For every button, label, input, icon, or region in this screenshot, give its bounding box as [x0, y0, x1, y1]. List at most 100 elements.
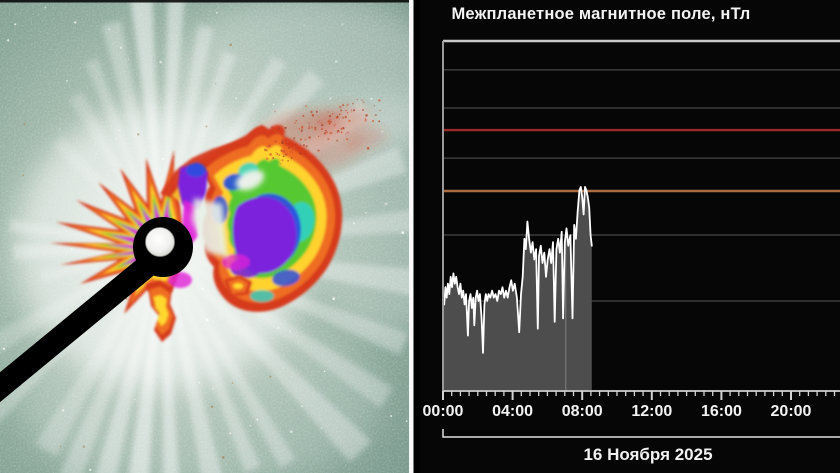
- star-dot: [14, 23, 17, 26]
- star-dot: [365, 212, 367, 214]
- dust-dot: [346, 131, 349, 134]
- dust-dot: [346, 112, 349, 114]
- dust-dot: [289, 150, 292, 153]
- dust-dot: [310, 112, 312, 114]
- x-tick-label: 00:00: [423, 403, 464, 420]
- panel-divider: [413, 0, 420, 473]
- star-dot: [332, 297, 335, 301]
- dust-dot: [331, 113, 334, 115]
- dust-dot: [281, 159, 284, 162]
- star-dot: [133, 398, 136, 401]
- dust-dot: [329, 120, 332, 123]
- star-dot: [235, 97, 238, 100]
- date-label: 16 Ноября 2025: [583, 445, 712, 464]
- star-dot: [277, 326, 280, 330]
- star-dot: [115, 137, 117, 140]
- dust-dot: [308, 122, 310, 124]
- dust-dot: [301, 126, 304, 129]
- imf-area-fill: [443, 186, 592, 391]
- dust-dot: [356, 98, 358, 101]
- cme-lower-flame: [146, 275, 252, 342]
- image-top-edge: [0, 0, 409, 3]
- star-dot: [161, 157, 165, 161]
- dust-dot: [327, 120, 330, 123]
- dust-dot: [345, 115, 347, 117]
- star-dot: [58, 128, 61, 130]
- dust-dot: [378, 120, 381, 123]
- imf-chart-panel: Межпланетное магнитное поле, нТл 00:00 04…: [420, 0, 840, 473]
- dust-dot: [338, 105, 342, 109]
- speck-dot: [205, 125, 208, 128]
- dust-dot: [328, 118, 331, 121]
- dust-dot: [366, 146, 370, 150]
- dust-dot: [295, 119, 298, 122]
- dust-dot: [318, 120, 320, 122]
- star-dot: [95, 153, 98, 155]
- dust-dot: [328, 122, 331, 125]
- dust-dot: [271, 126, 273, 128]
- speck-dot: [231, 382, 234, 384]
- cme-background-gaps: [192, 169, 265, 258]
- star-dot: [65, 308, 68, 311]
- dust-dot: [302, 144, 306, 147]
- dust-dot: [281, 141, 284, 144]
- dust-dot: [339, 131, 341, 133]
- dust-dot: [282, 155, 285, 158]
- star-dot: [401, 231, 404, 234]
- dust-dot: [328, 115, 332, 118]
- chart-title: Межпланетное магнитное поле, нТл: [451, 5, 751, 23]
- star-dot: [70, 248, 73, 250]
- dust-dot: [302, 114, 305, 118]
- star-dot: [303, 24, 305, 26]
- dust-dot: [300, 129, 304, 132]
- dust-dot: [287, 159, 289, 162]
- x-tick-label: 08:00: [562, 403, 603, 420]
- dust-dot: [280, 163, 282, 165]
- coronagraph-image: [0, 0, 420, 473]
- dust-dot: [296, 149, 299, 151]
- dust-dot: [337, 129, 340, 132]
- dust-dot: [320, 128, 323, 131]
- dust-dot: [338, 113, 341, 116]
- dust-dot: [373, 105, 375, 107]
- dust-dot: [350, 109, 353, 111]
- sun-size-marker: [145, 227, 175, 257]
- date-bracket: [442, 429, 840, 438]
- dust-dot: [293, 146, 296, 149]
- dust-dot: [280, 149, 283, 152]
- speck-dot: [269, 375, 272, 378]
- star-dot: [198, 381, 201, 384]
- dust-dot: [348, 119, 351, 123]
- dust-dot: [284, 154, 287, 156]
- dust-dot: [327, 137, 330, 141]
- dust-dot: [338, 118, 340, 120]
- dust-dot: [379, 109, 381, 112]
- image-right-border: [409, 0, 414, 473]
- dust-dot: [291, 149, 294, 152]
- x-tick-label: 16:00: [701, 403, 742, 420]
- dust-dot: [313, 126, 317, 130]
- dust-dot: [340, 131, 343, 134]
- star-dot: [323, 370, 326, 372]
- dust-dot: [336, 131, 339, 134]
- dust-dot: [303, 155, 305, 157]
- x-tick-labels: 00:00 04:00 08:00 12:00 16:00 20:00: [423, 403, 812, 420]
- star-dot: [7, 39, 10, 42]
- dust-dot: [314, 128, 317, 131]
- dust-dot: [333, 125, 335, 127]
- star-dot: [289, 430, 293, 433]
- dust-dot: [300, 130, 303, 133]
- star-dot: [74, 21, 77, 24]
- star-dot: [341, 23, 344, 26]
- cme-structure: [50, 106, 386, 342]
- dust-dot: [265, 149, 268, 152]
- dust-dot: [350, 111, 353, 113]
- dust-dot: [315, 110, 318, 113]
- dust-dot: [269, 153, 272, 156]
- dust-dot: [364, 119, 367, 122]
- dust-dot: [334, 124, 336, 126]
- dust-dot: [328, 120, 332, 123]
- dust-dot: [268, 144, 271, 148]
- speck-dot: [23, 123, 26, 126]
